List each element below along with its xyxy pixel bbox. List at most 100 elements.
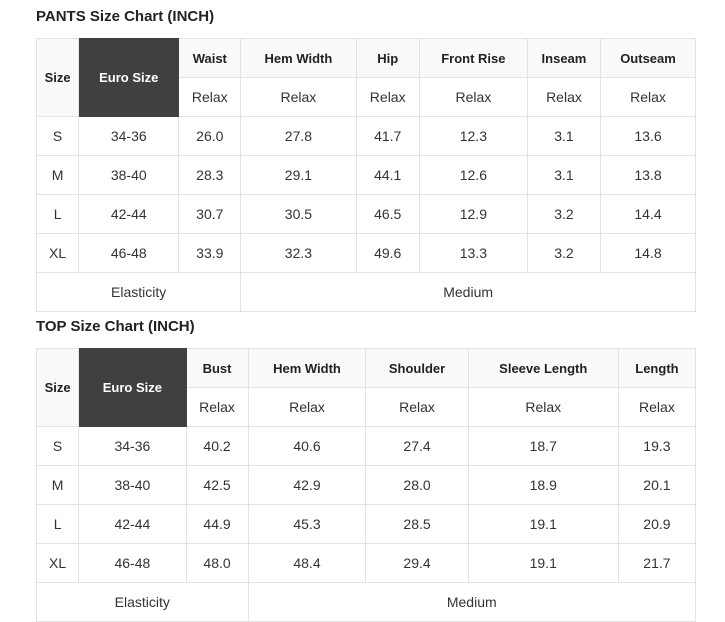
chart-title: TOP Size Chart (INCH) (36, 318, 195, 335)
value-cell: 28.3 (178, 155, 242, 195)
table-header: Size Euro Size Bust Hem Width Shoulder Sleeve… (35, 348, 697, 427)
column-header-hem-width: Hem Width (240, 38, 357, 78)
value-cell: 19.1 (467, 543, 619, 583)
size-row-l: L 42-44 30.7 30.5 46.5 12.9 3.2 14.4 (35, 194, 696, 234)
value-cell: 20.1 (617, 465, 697, 505)
column-header-front-rise: Front Rise (418, 38, 528, 78)
fit-cell: Relax (600, 77, 696, 117)
euro-size-cell: 38-40 (78, 155, 180, 195)
value-cell: 44.9 (185, 504, 249, 544)
euro-size-cell: 34-36 (78, 116, 180, 156)
column-header-hem-width: Hem Width (247, 348, 367, 388)
euro-size-cell: 42-44 (78, 504, 187, 544)
size-row-s: S 34-36 26.0 27.8 41.7 12.3 3.1 13.6 (35, 116, 696, 156)
value-cell: 13.8 (600, 155, 696, 195)
fit-cell: Relax (178, 77, 242, 117)
elasticity-label-cell: Elasticity (35, 272, 242, 312)
euro-size-cell: 38-40 (78, 465, 187, 505)
column-header-hip: Hip (355, 38, 420, 78)
fit-cell: Relax (467, 387, 619, 427)
euro-size-cell: 42-44 (78, 194, 180, 234)
size-cell: L (35, 194, 80, 234)
column-header-inseam: Inseam (526, 38, 602, 78)
value-cell: 3.1 (526, 155, 602, 195)
column-header-size: Size (35, 348, 80, 427)
euro-size-cell: 34-36 (78, 426, 187, 466)
column-header-bust: Bust (185, 348, 249, 388)
column-header-length: Length (617, 348, 697, 388)
fit-cell: Relax (355, 77, 420, 117)
fit-row: Relax Relax Relax Relax Relax (37, 387, 697, 427)
size-chart-table: Size Euro Size Bust Hem Width Shoulder Sleeve… (35, 348, 697, 622)
euro-size-cell: 46-48 (78, 233, 180, 273)
value-cell: 44.1 (355, 155, 420, 195)
column-header-euro-size: Euro Size (78, 38, 180, 117)
value-cell: 28.5 (365, 504, 469, 544)
value-cell: 19.3 (617, 426, 697, 466)
euro-size-cell: 46-48 (78, 543, 187, 583)
size-cell: XL (35, 233, 80, 273)
value-cell: 13.6 (600, 116, 696, 156)
value-cell: 27.8 (240, 116, 357, 156)
header-row: Size Euro Size Waist Hem Width Hip Front Rise… (35, 38, 696, 117)
value-cell: 20.9 (617, 504, 697, 544)
column-header-shoulder: Shoulder (365, 348, 469, 388)
fit-cell: Relax (185, 387, 249, 427)
value-cell: 42.5 (185, 465, 249, 505)
fit-cell: Relax (240, 77, 357, 117)
value-cell: 30.7 (178, 194, 242, 234)
value-cell: 3.2 (526, 233, 602, 273)
fit-cell: Relax (247, 387, 367, 427)
value-cell: 48.0 (185, 543, 249, 583)
elasticity-row: Elasticity Medium (36, 582, 697, 622)
value-cell: 45.3 (247, 504, 367, 544)
size-cell: S (35, 116, 80, 156)
size-cell: S (35, 426, 80, 466)
value-cell: 12.3 (418, 116, 528, 156)
fit-cell: Relax (418, 77, 528, 117)
size-row-xl: XL 46-48 33.9 32.3 49.6 13.3 3.2 14.8 (35, 233, 696, 273)
size-cell: L (35, 504, 80, 544)
column-header-euro-size: Euro Size (78, 348, 187, 427)
pants-size-chart: PANTS Size Chart (INCH) Size Euro Size Wais… (35, 8, 725, 312)
fit-cell: Relax (365, 387, 469, 427)
elasticity-value-cell: Medium (247, 582, 697, 622)
value-cell: 19.1 (467, 504, 619, 544)
value-cell: 3.2 (526, 194, 602, 234)
value-cell: 29.1 (240, 155, 357, 195)
size-cell: M (35, 155, 80, 195)
size-row-m: M 38-40 28.3 29.1 44.1 12.6 3.1 13.8 (35, 155, 696, 195)
table-body: S 34-36 26.0 27.8 41.7 12.3 3.1 13.6 M 38-40 28.3 2… (35, 116, 696, 312)
value-cell: 48.4 (247, 543, 367, 583)
value-cell: 12.9 (418, 194, 528, 234)
value-cell: 12.6 (418, 155, 528, 195)
value-cell: 40.6 (247, 426, 367, 466)
value-cell: 42.9 (247, 465, 367, 505)
table-body: S 34-36 40.2 40.6 27.4 18.7 19.3 M 38-40 42.5 42.9… (35, 426, 697, 622)
value-cell: 32.3 (240, 233, 357, 273)
value-cell: 18.7 (467, 426, 619, 466)
value-cell: 41.7 (355, 116, 420, 156)
value-cell: 28.0 (365, 465, 469, 505)
value-cell: 26.0 (178, 116, 242, 156)
value-cell: 40.2 (185, 426, 249, 466)
size-row-s: S 34-36 40.2 40.6 27.4 18.7 19.3 (35, 426, 697, 466)
top-size-chart: TOP Size Chart (INCH) Size Euro Size Bust He… (35, 318, 725, 622)
value-cell: 49.6 (355, 233, 420, 273)
value-cell: 29.4 (365, 543, 469, 583)
fit-cell: Relax (617, 387, 697, 427)
elasticity-row: Elasticity Medium (35, 272, 696, 312)
value-cell: 3.1 (526, 116, 602, 156)
column-header-size: Size (35, 38, 80, 117)
value-cell: 46.5 (355, 194, 420, 234)
fit-row: Relax Relax Relax Relax Relax Relax (37, 77, 696, 117)
size-row-xl: XL 46-48 48.0 48.4 29.4 19.1 21.7 (35, 543, 697, 583)
size-cell: M (35, 465, 80, 505)
chart-title: PANTS Size Chart (INCH) (36, 8, 215, 25)
table-header: Size Euro Size Waist Hem Width Hip Front Rise… (35, 38, 696, 117)
header-row: Size Euro Size Bust Hem Width Shoulder Sleeve… (35, 348, 697, 427)
column-header-waist: Waist (178, 38, 242, 78)
elasticity-value-cell: Medium (240, 272, 696, 312)
value-cell: 33.9 (178, 233, 242, 273)
